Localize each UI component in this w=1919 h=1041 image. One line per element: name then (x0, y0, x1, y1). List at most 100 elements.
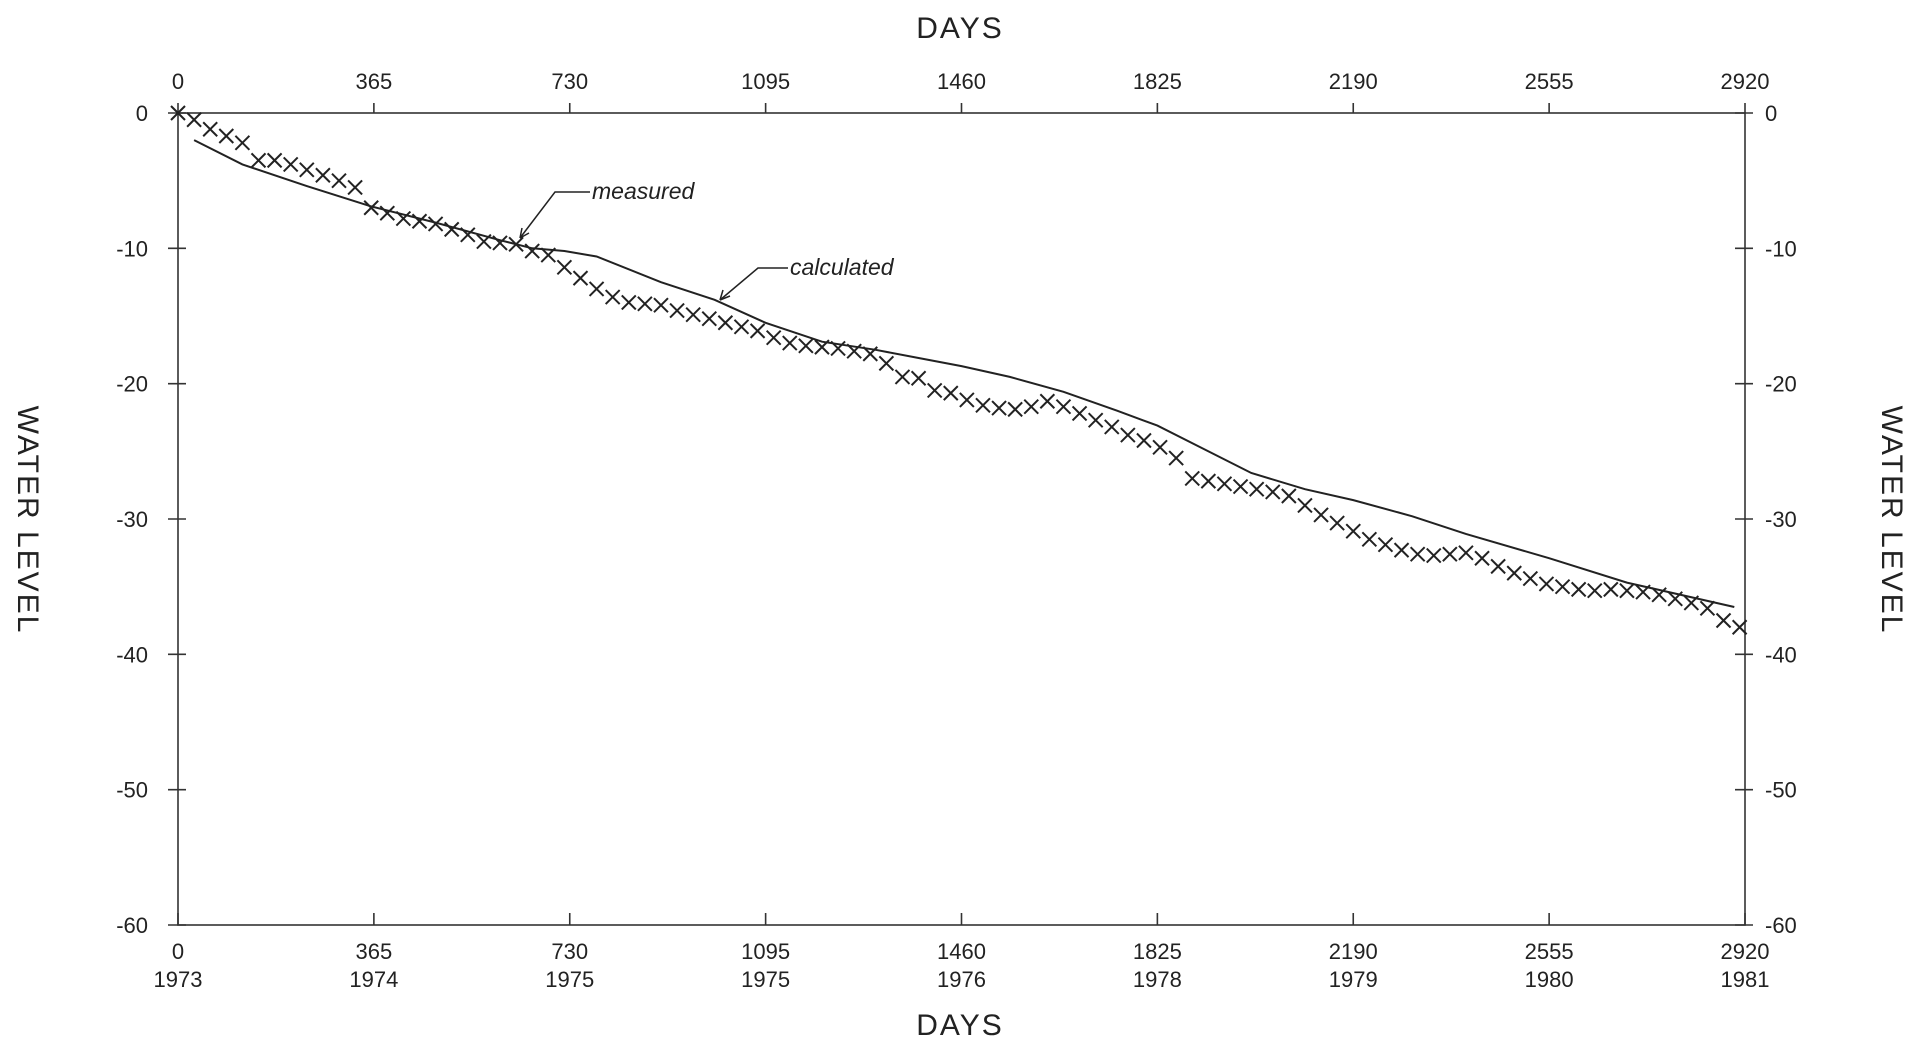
measured-point (1731, 619, 1748, 635)
measured-point (1087, 412, 1104, 428)
measured-point (1683, 595, 1700, 611)
measured-point (637, 296, 653, 312)
measured-point (347, 179, 363, 196)
measured-point (476, 233, 492, 250)
measured-point (250, 152, 267, 169)
top-tick-label: 1095 (741, 69, 790, 94)
measured-point (1281, 488, 1297, 504)
measured-point (765, 329, 782, 346)
top-tick-label: 2920 (1721, 69, 1770, 94)
top-tick-label: 730 (551, 69, 588, 94)
measured-point (1377, 537, 1394, 553)
measured-point (733, 319, 750, 335)
left-tick-label: -20 (116, 372, 148, 397)
measured-point (1071, 405, 1088, 422)
measured-point (1184, 470, 1200, 487)
measured-point (685, 306, 701, 323)
right-tick-label: -10 (1765, 236, 1797, 261)
annotation-measured: measured (519, 178, 695, 239)
measured-point (1603, 581, 1619, 598)
left-tick-label: -40 (116, 642, 148, 667)
measured-point (1345, 523, 1361, 539)
bottom-tick-label: 730 (551, 939, 588, 964)
right-tick-label: -60 (1765, 913, 1797, 938)
right-axis-ticks: 0 -10 -20 -30 -40 -50 -60 (1735, 101, 1797, 938)
measured-point (959, 392, 975, 408)
measured-point (492, 235, 508, 251)
bottom-year-label: 1981 (1721, 967, 1770, 992)
measured-point (170, 105, 186, 121)
measured-point (1104, 419, 1120, 435)
bottom-tick-label: 1825 (1133, 939, 1182, 964)
measured-point (1265, 484, 1281, 500)
measured-point (1297, 497, 1313, 514)
measured-point (524, 243, 540, 259)
measured-point (1699, 600, 1716, 617)
top-axis-title: DAYS (916, 12, 1003, 45)
measured-point (1152, 439, 1168, 455)
measured-point (1522, 570, 1539, 587)
bottom-year-label: 1978 (1133, 967, 1182, 992)
left-tick-label: -60 (116, 913, 148, 938)
top-tick-label: 0 (172, 69, 184, 94)
bottom-year-label: 1975 (741, 967, 790, 992)
measured-point (1007, 401, 1023, 418)
right-tick-label: -20 (1765, 372, 1797, 397)
top-tick-label: 1460 (937, 69, 986, 94)
left-axis-title: WATER LEVEL (11, 406, 44, 635)
measured-point (234, 135, 251, 151)
left-axis-ticks: 0 -10 -20 -30 -40 -50 -60 (116, 101, 186, 938)
measured-annotation-label: measured (592, 178, 695, 204)
measured-point (411, 213, 428, 229)
measured-leader-arrow (519, 227, 530, 239)
measured-point (1619, 583, 1635, 599)
measured-point (1200, 473, 1217, 489)
right-tick-label: -40 (1765, 642, 1797, 667)
bottom-tick-label: 1095 (741, 939, 790, 964)
measured-point (1490, 558, 1506, 575)
measured-point (1361, 531, 1378, 548)
left-tick-label: -10 (116, 236, 148, 261)
measured-point (1458, 545, 1474, 561)
measured-point (830, 340, 846, 357)
measured-point (1474, 550, 1490, 566)
measured-point (1538, 576, 1555, 592)
measured-point (991, 400, 1007, 416)
measured-point (1715, 612, 1732, 629)
measured-point (299, 162, 315, 178)
measured-point (186, 112, 202, 128)
measured-point (1409, 546, 1426, 562)
measured-point (588, 281, 605, 297)
measured-point (1329, 515, 1345, 531)
measured-point (846, 343, 862, 359)
bottom-tick-label: 0 (172, 939, 184, 964)
measured-point (926, 382, 943, 399)
bottom-tick-label: 1460 (937, 939, 986, 964)
right-axis-title: WATER LEVEL (1875, 406, 1908, 635)
measured-point (1506, 565, 1522, 581)
measured-point (331, 172, 347, 189)
measured-point (621, 294, 637, 311)
measured-point (508, 236, 524, 252)
top-axis-ticks: 0 365 730 1095 1460 1825 2190 2555 2920 (172, 69, 1770, 113)
measured-point (1442, 546, 1458, 562)
measured-point (460, 227, 476, 243)
measured-point (701, 310, 717, 327)
measured-point (427, 216, 444, 232)
right-tick-label: 0 (1765, 101, 1777, 126)
measured-point (798, 338, 814, 354)
bottom-year-label: 1975 (545, 967, 594, 992)
measured-point (395, 210, 412, 227)
left-tick-label: -30 (116, 507, 148, 532)
calculated-leader-line (719, 267, 788, 301)
measured-point (1023, 398, 1039, 415)
measured-point (1393, 542, 1410, 558)
left-tick-label: 0 (136, 101, 148, 126)
measured-point (814, 339, 830, 355)
measured-point (556, 259, 573, 275)
right-tick-label: -30 (1765, 507, 1797, 532)
bottom-axis-title: DAYS (916, 1009, 1003, 1041)
measured-point (1168, 450, 1184, 466)
left-tick-label: -50 (116, 778, 148, 803)
